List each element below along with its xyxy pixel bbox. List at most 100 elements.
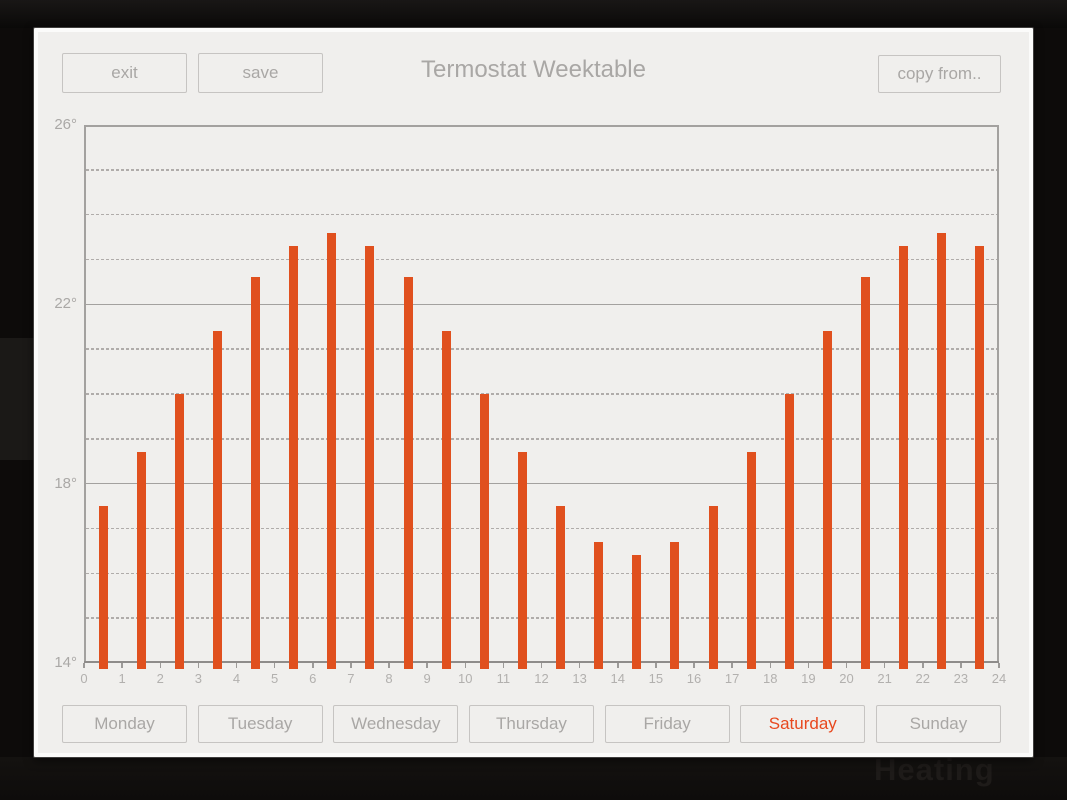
x-axis-tick-17 (731, 663, 733, 668)
x-axis-label-18: 18 (763, 671, 778, 686)
exit-button[interactable]: exit (62, 53, 187, 93)
x-axis-tick-19 (807, 663, 810, 668)
x-axis-label-12: 12 (534, 671, 549, 686)
day-tab-thursday[interactable]: Thursday (468, 705, 594, 743)
temperature-chart-plot-area: 0 1 2 3 4 5 6 7 8 9 10 11 12 13 14 15 16 17 18 19 20 21 22 23 24… (54, 116, 1006, 686)
x-axis-label-2: 2 (156, 671, 164, 686)
gridline-dashed-24deg (86, 213, 997, 216)
temperature-bar-hour-14[interactable] (632, 555, 642, 669)
x-axis-label-11: 11 (496, 671, 511, 686)
gridline-dashed-15deg (86, 617, 997, 619)
day-tab-sunday[interactable]: Sunday (875, 705, 1001, 743)
temperature-bar-hour-15[interactable] (670, 541, 680, 669)
x-axis-tick-6 (312, 663, 314, 668)
x-axis-tick-11 (502, 663, 505, 668)
x-axis-label-5: 5 (271, 671, 279, 686)
background-left-band (0, 338, 34, 460)
gridline-solid-18deg (86, 482, 997, 485)
temperature-bar-hour-19[interactable] (822, 331, 832, 669)
temperature-bar-hour-18[interactable] (784, 394, 794, 669)
temperature-bar-hour-2[interactable] (174, 394, 184, 669)
gridline-dashed-17deg (86, 527, 997, 530)
background-top-strip (0, 0, 1067, 28)
gridline-dashed-16deg (86, 572, 997, 575)
temperature-bar-hour-21[interactable] (899, 246, 909, 669)
x-axis-label-0: 0 (80, 671, 88, 686)
plot-border-top (84, 125, 999, 127)
x-axis-label-17: 17 (724, 671, 740, 686)
temperature-bar-hour-16[interactable] (708, 506, 718, 669)
temperature-bar-hour-12[interactable] (556, 506, 566, 669)
temperature-bar-hour-5[interactable] (289, 246, 299, 669)
plot-border-right (997, 125, 999, 663)
x-axis-tick-1 (121, 663, 123, 668)
temperature-bar-hour-17[interactable] (746, 452, 756, 669)
x-axis-label-22: 22 (915, 671, 930, 686)
x-axis-tick-12 (540, 663, 543, 668)
x-axis-tick-3 (197, 663, 200, 668)
x-axis-tick-9 (426, 663, 428, 668)
day-tab-friday[interactable]: Friday (604, 705, 730, 743)
save-button[interactable]: save (198, 53, 323, 93)
gridline-dashed-20deg (86, 393, 997, 395)
x-axis-tick-5 (273, 663, 276, 668)
x-axis-tick-7 (350, 663, 352, 668)
temperature-bar-hour-10[interactable] (479, 394, 489, 669)
thermostat-weektable-panel: exit save Termostat Weektable copy from.… (34, 28, 1033, 757)
temperature-bar-hour-7[interactable] (365, 246, 375, 669)
temperature-bar-hour-11[interactable] (517, 452, 527, 669)
temperature-bar-hour-20[interactable] (861, 277, 871, 669)
x-axis-label-24: 24 (991, 671, 1007, 686)
x-axis-tick-24 (998, 663, 1000, 668)
gridline-dashed-23deg (86, 258, 997, 261)
x-axis-label-20: 20 (839, 671, 854, 686)
x-axis-tick-18 (769, 663, 771, 668)
x-axis-tick-16 (693, 663, 695, 668)
temperature-bar-hour-3[interactable] (212, 331, 222, 669)
temperature-bar-hour-4[interactable] (251, 277, 261, 669)
copy-from-button[interactable]: copy from.. (878, 55, 1001, 93)
x-axis-label-16: 16 (686, 671, 702, 686)
x-axis-tick-8 (388, 663, 390, 668)
day-tab-bar: Monday Tuesday Wednesday Thursday Friday Satu… (62, 705, 1001, 743)
x-axis-label-13: 13 (572, 671, 587, 686)
temperature-bar-hour-23[interactable] (975, 246, 985, 669)
x-axis-tick-4 (235, 663, 238, 668)
temperature-bar-hour-8[interactable] (403, 277, 413, 669)
x-axis-tick-13 (578, 663, 581, 668)
temperature-bar-hour-6[interactable] (327, 232, 337, 669)
x-axis-label-4: 4 (232, 671, 241, 686)
y-axis-label-26deg: 26° (54, 116, 77, 133)
day-tab-tuesday[interactable]: Tuesday (197, 705, 323, 743)
x-axis-label-1: 1 (118, 671, 126, 686)
x-axis-tick-2 (159, 663, 161, 668)
x-axis-tick-14 (617, 663, 619, 668)
x-axis-label-3: 3 (194, 671, 202, 686)
background-bottom-strip (0, 757, 1067, 800)
x-axis-tick-15 (655, 663, 657, 668)
x-axis-tick-22 (922, 663, 924, 668)
x-axis-label-15: 15 (648, 671, 664, 686)
x-axis-label-10: 10 (458, 671, 473, 686)
temperature-bar-hour-0[interactable] (98, 506, 108, 669)
temperature-bar-hour-1[interactable] (136, 452, 146, 669)
day-tab-monday[interactable]: Monday (62, 705, 187, 743)
x-axis-tick-10 (464, 663, 466, 668)
x-axis-label-6: 6 (309, 671, 317, 686)
x-axis-line (84, 660, 999, 663)
gridline-solid-22deg (86, 303, 997, 306)
x-axis-tick-21 (883, 663, 886, 668)
temperature-bar-hour-22[interactable] (937, 232, 947, 669)
temperature-bar-hour-13[interactable] (594, 541, 604, 669)
y-axis-label-18deg: 18° (54, 474, 77, 492)
x-axis-label-8: 8 (385, 671, 393, 686)
temperature-bar-hour-9[interactable] (441, 331, 451, 669)
x-axis-tick-20 (845, 663, 848, 668)
background-heating-label: Heating (874, 752, 995, 787)
gridline-dashed-21deg (86, 348, 997, 350)
day-tab-saturday[interactable]: Saturday (740, 705, 866, 743)
gridline-dashed-19deg (86, 438, 997, 440)
x-axis-label-19: 19 (801, 671, 816, 686)
x-axis-label-14: 14 (610, 671, 625, 686)
day-tab-wednesday[interactable]: Wednesday (333, 705, 459, 743)
